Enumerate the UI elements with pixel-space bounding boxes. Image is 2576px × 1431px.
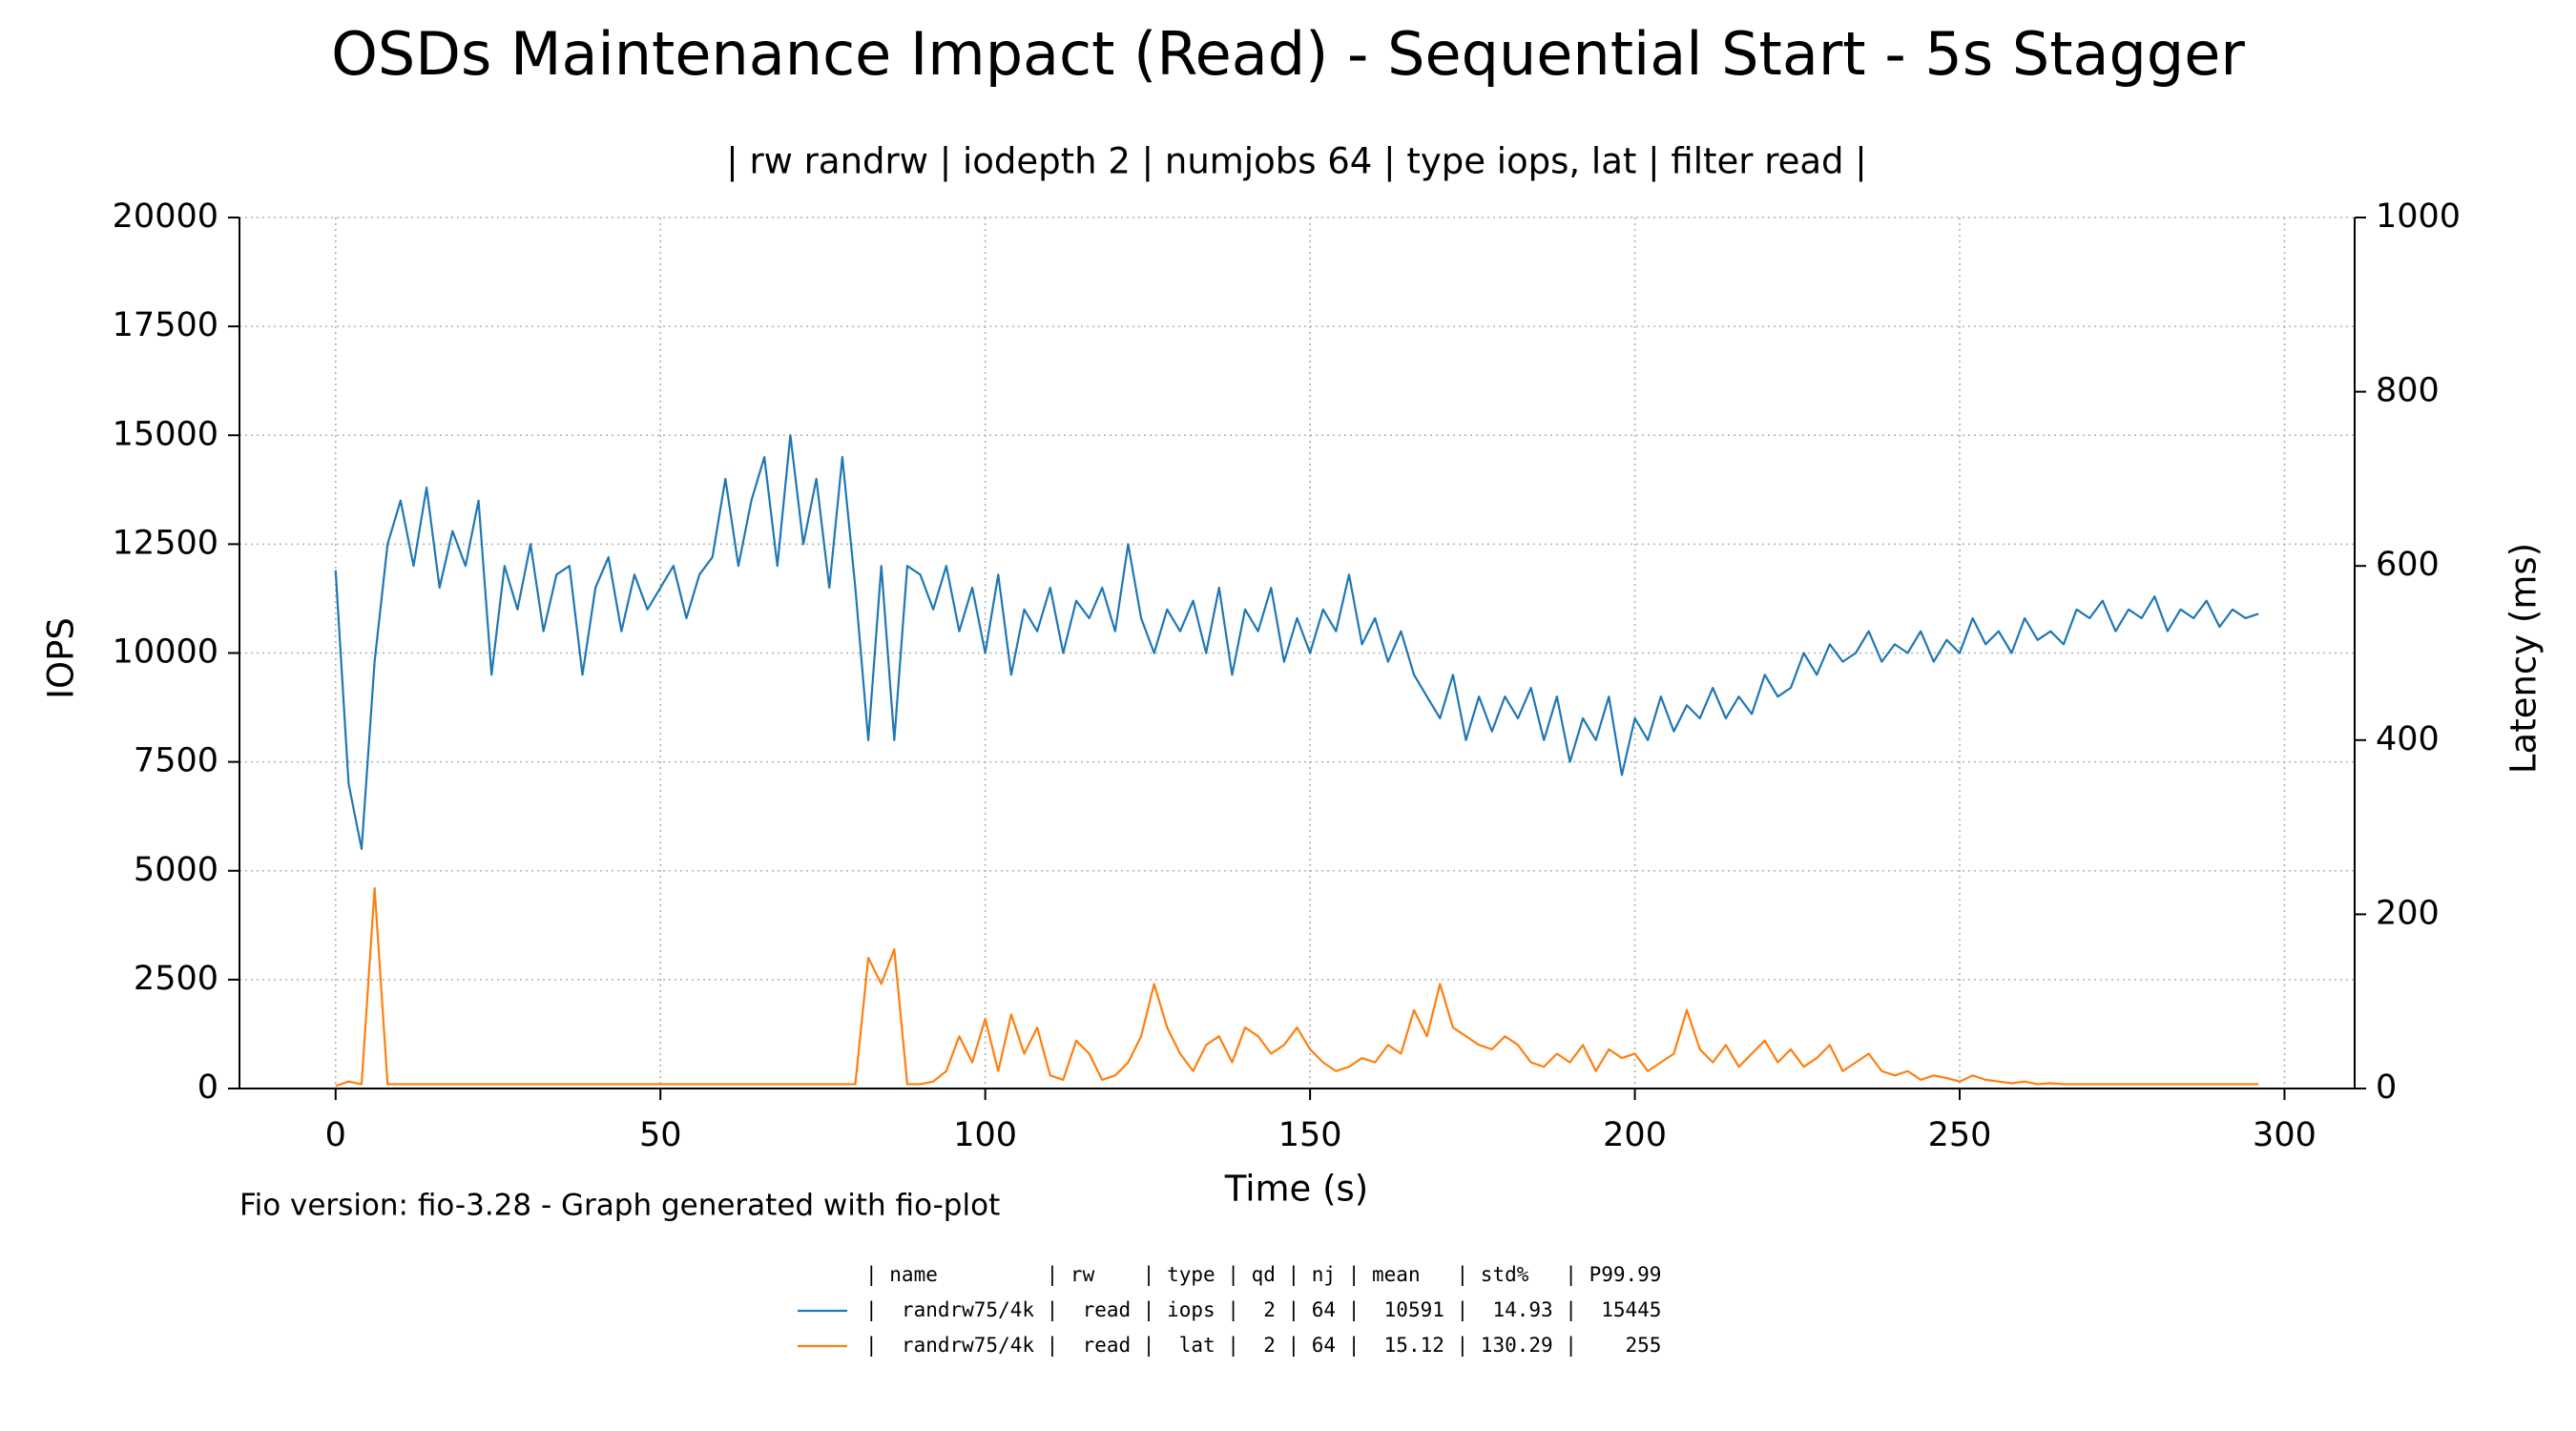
x-tick-label: 200 (1603, 1116, 1667, 1154)
y2-tick-label: 0 (2376, 1068, 2397, 1107)
y2-tick-label: 200 (2376, 894, 2440, 932)
legend-header: | name | rw | type | qd | nj | mean | st… (865, 1263, 1661, 1287)
y-tick-label: 10000 (113, 633, 218, 672)
x-tick-label: 100 (953, 1116, 1017, 1154)
x-tick-label: 0 (325, 1116, 346, 1154)
y-tick-label: 12500 (113, 524, 218, 562)
x-tick-label: 250 (1928, 1116, 1992, 1154)
y-tick-label: 17500 (113, 306, 218, 344)
y-tick-label: 20000 (113, 197, 218, 236)
y-tick-label: 15000 (113, 415, 218, 453)
y2-axis-label: Latency (ms) (2503, 543, 2545, 774)
y-tick-label: 7500 (134, 742, 218, 780)
footer-note: Fio version: fio-3.28 - Graph generated … (239, 1189, 1000, 1223)
y-tick-label: 5000 (134, 851, 218, 889)
x-tick-label: 300 (2253, 1116, 2316, 1154)
y2-tick-label: 600 (2376, 546, 2440, 584)
data-line (335, 886, 2259, 1088)
x-tick-label: 50 (639, 1116, 682, 1154)
x-axis-label: Time (s) (1224, 1169, 1368, 1210)
y-tick-label: 2500 (134, 960, 218, 998)
y2-tick-label: 400 (2376, 720, 2440, 758)
y-tick-label: 0 (197, 1068, 218, 1107)
x-tick-label: 150 (1278, 1116, 1342, 1154)
chart-title: OSDs Maintenance Impact (Read) - Sequent… (331, 19, 2245, 89)
legend-entry: | randrw75/4k | read | iops | 2 | 64 | 1… (865, 1298, 1661, 1322)
y-axis-label: IOPS (41, 617, 82, 699)
chart-subtitle: | rw randrw | iodepth 2 | numjobs 64 | t… (726, 141, 1867, 182)
y2-tick-label: 800 (2376, 372, 2440, 410)
y2-tick-label: 1000 (2376, 197, 2461, 236)
data-line (334, 434, 2259, 851)
legend-entry: | randrw75/4k | read | lat | 2 | 64 | 15… (865, 1334, 1661, 1358)
